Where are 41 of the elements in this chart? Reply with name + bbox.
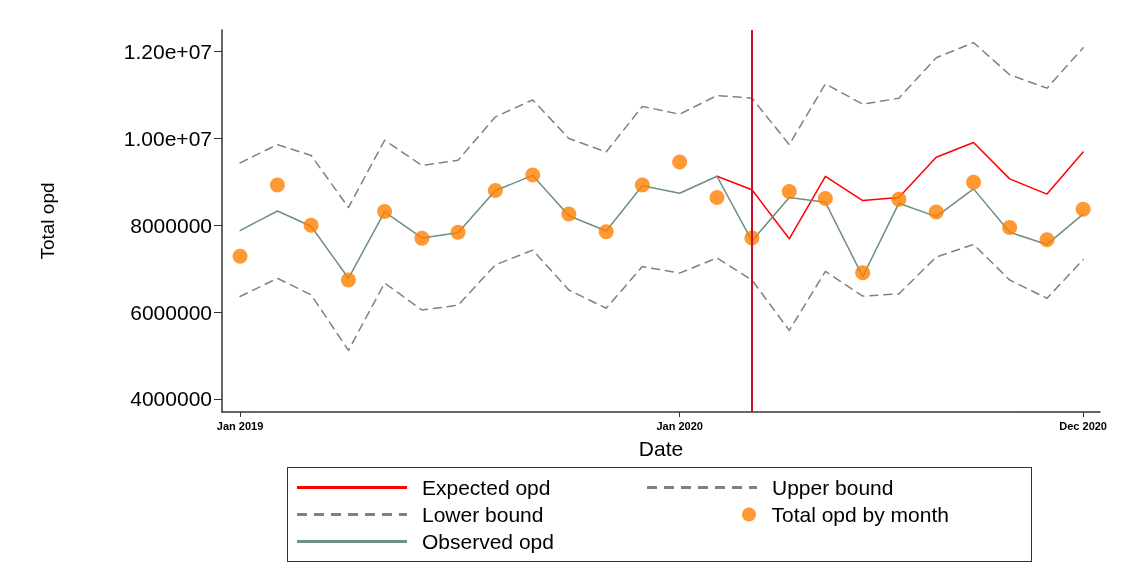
point (1002, 220, 1018, 236)
point (377, 203, 393, 219)
point (966, 174, 982, 190)
point (672, 154, 688, 170)
point (634, 177, 650, 193)
point (709, 190, 725, 206)
point (525, 167, 541, 183)
point (1039, 232, 1055, 248)
point (487, 183, 503, 199)
point (598, 224, 614, 240)
legend-label: Lower bound (422, 503, 544, 526)
y-tick-label: 4000000 (130, 387, 212, 411)
point (817, 190, 833, 206)
x-tick-label: Dec 2020 (1059, 419, 1107, 432)
x-tick-label: Jan 2020 (656, 419, 703, 432)
legend-label: Total opd by month (771, 503, 949, 526)
y-tick-label: 8000000 (130, 213, 212, 237)
point (414, 230, 430, 246)
point (891, 191, 907, 207)
x-tick-label: Jan 2019 (216, 419, 264, 432)
point (269, 177, 285, 193)
x-axis-title: Date (638, 437, 684, 460)
legend-label: Expected opd (422, 476, 551, 499)
y-axis-title: Total opd (37, 182, 58, 260)
point (303, 217, 319, 233)
legend-label: Upper bound (772, 476, 894, 499)
point (340, 272, 356, 288)
line-series (716, 141, 1084, 240)
point (561, 206, 577, 222)
y-tick-label: 1.20e+07 (123, 40, 212, 64)
point (928, 204, 944, 220)
point (450, 224, 466, 240)
legend-label: Observed opd (422, 530, 554, 553)
point (855, 265, 871, 281)
point (232, 248, 248, 264)
point (781, 183, 797, 199)
point (1075, 201, 1091, 217)
line-series (239, 41, 1084, 209)
y-tick-label: 6000000 (130, 300, 212, 324)
line-series (239, 243, 1084, 352)
y-tick-label: 1.00e+07 (123, 127, 212, 151)
